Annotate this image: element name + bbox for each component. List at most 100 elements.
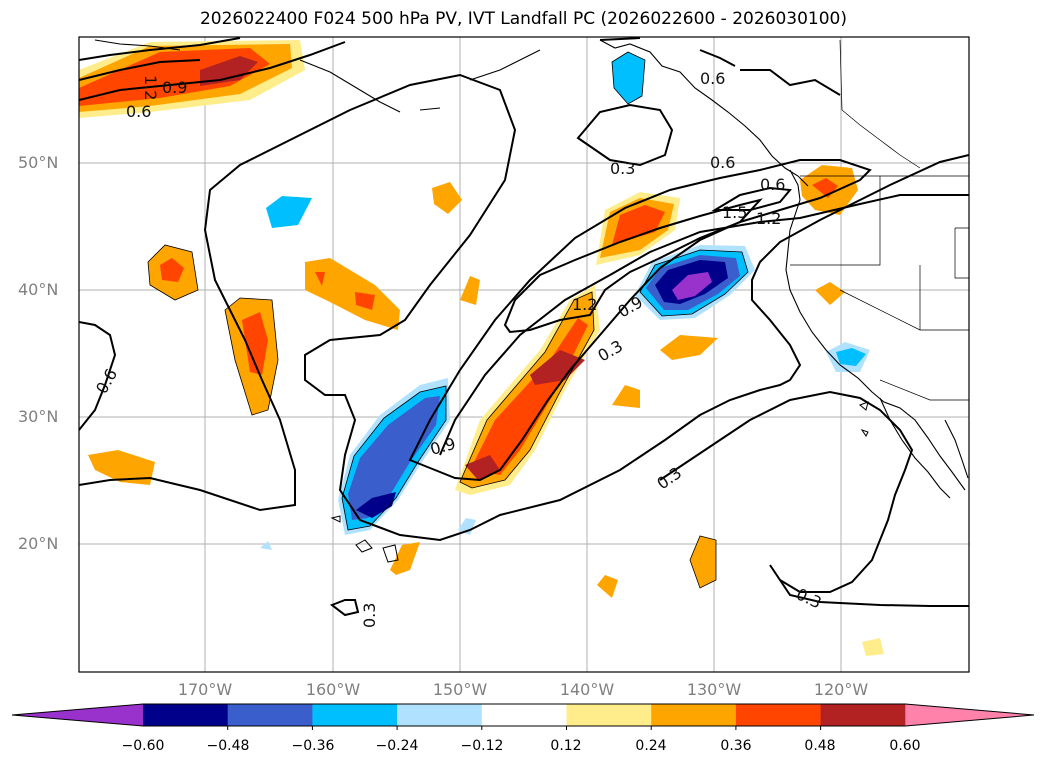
shade-west-cell-3-core <box>315 272 375 310</box>
colorbar-segment <box>481 704 567 726</box>
coast-mexico <box>944 419 969 479</box>
colorbar-tick-label: −0.48 <box>206 738 250 754</box>
shade-gulf-low <box>266 196 312 228</box>
colorbar-segment <box>12 704 143 726</box>
shade-tiny-low <box>260 541 272 550</box>
colorbar-segment <box>227 704 313 726</box>
shade-small-cell-6 <box>690 536 716 588</box>
contour-west-edge <box>79 321 117 431</box>
lon-label-130w: 130°W <box>686 680 742 699</box>
colorbar-segment <box>905 704 1034 726</box>
contour-label: 1.2 <box>572 295 597 314</box>
shade-west-cell-2-core <box>242 312 268 375</box>
contour-label: 0.6 <box>710 153 735 172</box>
contour-0p9-core <box>439 194 969 456</box>
contour-south-small <box>329 599 360 617</box>
contour-1p5 <box>711 186 792 211</box>
contour-label: 1.2 <box>141 75 160 100</box>
colorbar-outline <box>11 703 1035 727</box>
colorbar-segment <box>651 704 737 726</box>
lat-label-30n: 30°N <box>18 407 59 426</box>
shade-small-cell-2 <box>460 276 480 305</box>
lat-label-20n: 20°N <box>18 534 59 553</box>
colorbar-tick-label: −0.24 <box>375 738 419 754</box>
colorbar-tick-label: −0.36 <box>291 738 335 754</box>
outline-west-cell-2 <box>224 297 279 416</box>
lat-label-40n: 40°N <box>18 280 59 299</box>
map-title: 2026022400 F024 500 hPa PV, IVT Landfall… <box>199 9 847 29</box>
islands <box>330 401 869 563</box>
border-canada-prov <box>839 39 921 169</box>
contour-0p3-large <box>79 73 969 542</box>
contour-label: 0.6 <box>760 175 785 194</box>
border-state-1 <box>790 176 881 266</box>
colorbar-tick-label: 0.24 <box>635 738 667 754</box>
shade-hawaii-low <box>458 518 476 535</box>
colorbar-segment <box>566 704 652 726</box>
contour-label: 0.6 <box>126 102 151 121</box>
lon-label-120w: 120°W <box>813 680 869 699</box>
lon-label-160w: 160°W <box>305 680 361 699</box>
island-hawaii-1 <box>355 539 373 553</box>
colorbar-tick-label: 0.60 <box>889 738 921 754</box>
shade-south-small <box>862 638 884 656</box>
coast-bc <box>789 169 801 231</box>
shade-small-cell-5 <box>390 542 420 575</box>
shade-offshore-low-core <box>672 272 712 300</box>
colorbar-segment <box>820 704 906 726</box>
colorbar-tick-label: −0.60 <box>121 738 165 754</box>
colorbar-tick-label: 0.36 <box>720 738 752 754</box>
contour-alaska <box>599 37 841 96</box>
shade-central-ridge-core <box>465 350 585 480</box>
shade-small-cell-8 <box>815 282 845 305</box>
island-hawaii-2 <box>382 544 399 563</box>
colorbar-segment <box>397 704 483 726</box>
outline-small-cell-6 <box>689 535 717 589</box>
shade-subtropical-low-navy <box>356 492 396 518</box>
contour-0p6 <box>408 159 872 482</box>
pv-contours <box>79 37 969 617</box>
shade-small-cell-1 <box>432 182 462 214</box>
shade-offshore-cell-red <box>612 205 665 245</box>
coast-us-west <box>785 229 966 491</box>
island-channel <box>859 401 869 437</box>
shade-west-cell-4 <box>88 450 155 485</box>
contour-label: 0.9 <box>162 78 187 97</box>
contour-1p2 <box>503 198 763 334</box>
colorbar-segment <box>735 704 822 726</box>
contour-upper-left <box>79 37 346 101</box>
contour-0p3-south <box>659 390 969 607</box>
border-us-mexico <box>879 379 969 401</box>
shade-alaska-low <box>612 52 645 104</box>
colorbar-segment <box>312 704 398 726</box>
coast-aleutians <box>94 39 541 113</box>
colorbar <box>11 703 1035 730</box>
colorbar-tick-label: 0.48 <box>804 738 836 754</box>
lat-label-50n: 50°N <box>18 153 59 172</box>
contour-label: 1.2 <box>756 209 781 228</box>
positive-pv-shading <box>79 40 884 656</box>
lon-label-170w: 170°W <box>177 680 233 699</box>
contour-label: 0.3 <box>360 603 379 628</box>
shade-north-pacific-band-core <box>200 56 258 86</box>
shade-small-cell-7 <box>597 575 618 598</box>
lon-label-140w: 140°W <box>559 680 615 699</box>
shade-west-cell-3 <box>305 258 400 330</box>
contour-label: 0.6 <box>700 69 725 88</box>
shade-west-cell-1-core <box>160 258 184 282</box>
outline-central-ridge <box>459 291 595 489</box>
colorbar-tick-label: −0.12 <box>460 738 504 754</box>
map-area: 1.2 0.9 0.6 0.6 0.6 0.3 0.6 1.5 1.2 1.2 … <box>79 37 969 672</box>
contour-label: 1.5 <box>722 203 747 222</box>
lon-label-150w: 150°W <box>432 680 488 699</box>
shade-subtropical-low-blue <box>348 396 440 520</box>
island-hawaii-3 <box>330 515 341 523</box>
shade-small-cell-3 <box>660 335 718 360</box>
outline-subtropical-low <box>341 385 447 531</box>
outline-west-cell-1 <box>147 244 199 301</box>
shade-small-cell-4 <box>612 385 640 408</box>
political-boundaries <box>790 39 969 401</box>
colorbar-tick-label: 0.12 <box>550 738 582 754</box>
contour-upper-ring <box>576 103 674 167</box>
